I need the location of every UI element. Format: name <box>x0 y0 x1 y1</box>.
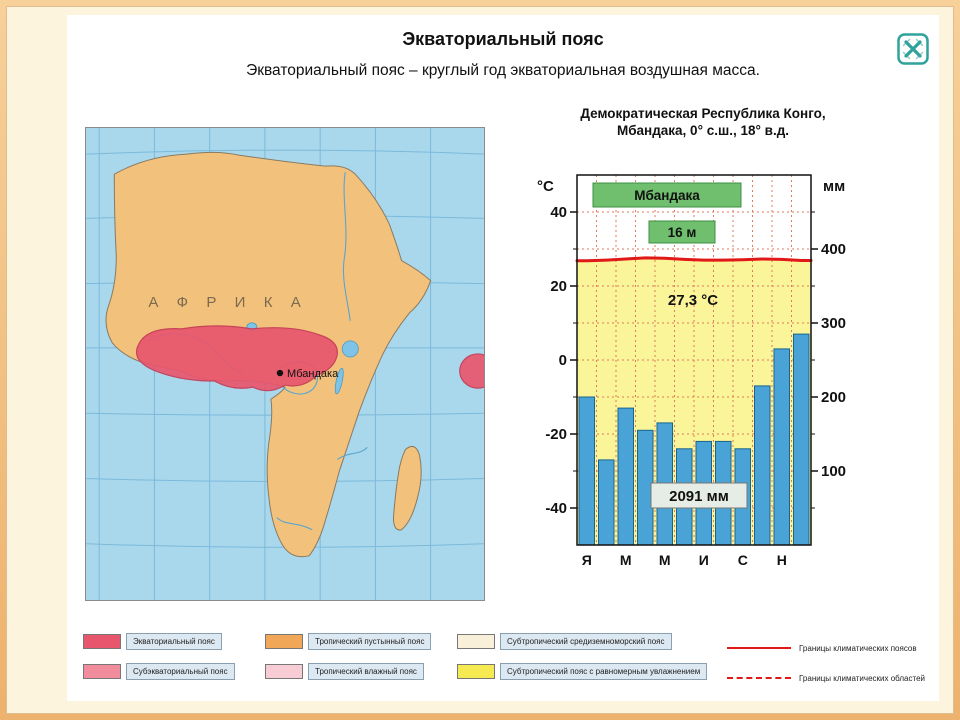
svg-text:0: 0 <box>559 352 567 369</box>
legend-item: Субтропический пояс с равномерным увлажн… <box>457 663 708 680</box>
continent-label: А Ф Р И К А <box>148 294 307 311</box>
madagascar <box>392 445 422 531</box>
equatorial-belt-east-fragment <box>459 353 484 389</box>
svg-text:М: М <box>620 552 632 568</box>
legend-label: Экваториальный пояс <box>126 633 222 650</box>
legend-label: Субтропический средиземноморский пояс <box>500 633 672 650</box>
svg-text:Я: Я <box>582 552 592 568</box>
legend-swatch-tropical-desert <box>265 634 303 649</box>
svg-text:40: 40 <box>550 204 567 221</box>
elevation-label: 16 м <box>668 225 697 240</box>
svg-text:100: 100 <box>821 463 846 480</box>
svg-text:И: И <box>699 552 709 568</box>
close-button[interactable] <box>897 33 929 65</box>
svg-text:20: 20 <box>550 278 567 295</box>
legend-line-label: Границы климатических областей <box>799 673 925 683</box>
station-name-box <box>592 182 742 208</box>
solid-red-line-sample <box>727 647 792 649</box>
chart-title-line2: Мбандака, 0° с.ш., 18° в.д. <box>616 123 790 138</box>
left-axis-unit: °С <box>537 178 554 195</box>
africa-map-panel: А Ф Р И К А Мбандака <box>85 127 485 601</box>
legend-boundary-lines: Границы климатических поясов Границы кли… <box>727 633 925 693</box>
legend-item: Тропический влажный пояс <box>265 663 424 680</box>
climograph-panel: Демократическая Республика Конго, Мбанда… <box>519 105 887 577</box>
svg-text:300: 300 <box>821 315 846 332</box>
equatorial-belt <box>135 325 338 392</box>
chart-title-line1: Демократическая Республика Конго, <box>580 106 826 121</box>
legend-swatch-equatorial <box>83 634 121 649</box>
legend-swatch-subequatorial <box>83 664 121 679</box>
svg-text:М: М <box>659 552 671 568</box>
legend-item: Экваториальный пояс <box>83 633 222 650</box>
page-title: Экваториальный пояс <box>402 29 604 49</box>
city-marker <box>276 369 284 377</box>
svg-text:200: 200 <box>821 389 846 406</box>
right-axis-unit: мм <box>823 178 845 195</box>
legend-label: Субтропический пояс с равномерным увлажн… <box>500 663 708 680</box>
svg-text:400: 400 <box>821 241 846 258</box>
legend-label: Тропический влажный пояс <box>308 663 424 680</box>
mean-temperature-label: 27,3 °С <box>668 292 718 309</box>
africa-map: А Ф Р И К А Мбандака <box>86 128 484 600</box>
total-precipitation-box <box>650 482 748 509</box>
page-subtitle: Экваториальный пояс – круглый год эквато… <box>246 62 760 79</box>
legend-label: Тропический пустынный пояс <box>308 633 432 650</box>
station-name-label: Мбандака <box>634 188 700 203</box>
legend-item: Тропический пустынный пояс <box>265 633 432 650</box>
legend-line-row: Границы климатических областей <box>727 663 925 693</box>
svg-text:-40: -40 <box>545 500 567 517</box>
legend-label: Субэкваториальный пояс <box>126 663 235 680</box>
total-precipitation-label: 2091 мм <box>669 488 729 505</box>
legend-line-label: Границы климатических поясов <box>799 643 917 653</box>
svg-text:-20: -20 <box>545 426 567 443</box>
svg-text:Н: Н <box>777 552 787 568</box>
legend-swatch-subtropical-uniform <box>457 664 495 679</box>
dashed-red-line-sample <box>727 677 792 679</box>
map-legend: Экваториальный пояс Тропический пустынны… <box>79 631 935 697</box>
lakes <box>246 322 359 395</box>
close-icon <box>897 33 929 65</box>
svg-text:С: С <box>738 552 748 568</box>
legend-swatch-tropical-humid <box>265 664 303 679</box>
legend-item: Субтропический средиземноморский пояс <box>457 633 672 650</box>
legend-line-row: Границы климатических поясов <box>727 633 925 663</box>
legend-item: Субэкваториальный пояс <box>83 663 235 680</box>
slide-content: Экваториальный пояс Экваториальный пояс … <box>67 15 939 701</box>
chart-overlays: Мбандака 16 м 27,3 °С 2091 мм <box>592 182 748 509</box>
city-label: Мбандака <box>287 368 339 380</box>
slide-background: Экваториальный пояс Экваториальный пояс … <box>6 6 954 714</box>
elevation-box <box>648 220 716 244</box>
legend-swatch-subtropical-mediterranean <box>457 634 495 649</box>
temperature-line <box>575 256 813 263</box>
